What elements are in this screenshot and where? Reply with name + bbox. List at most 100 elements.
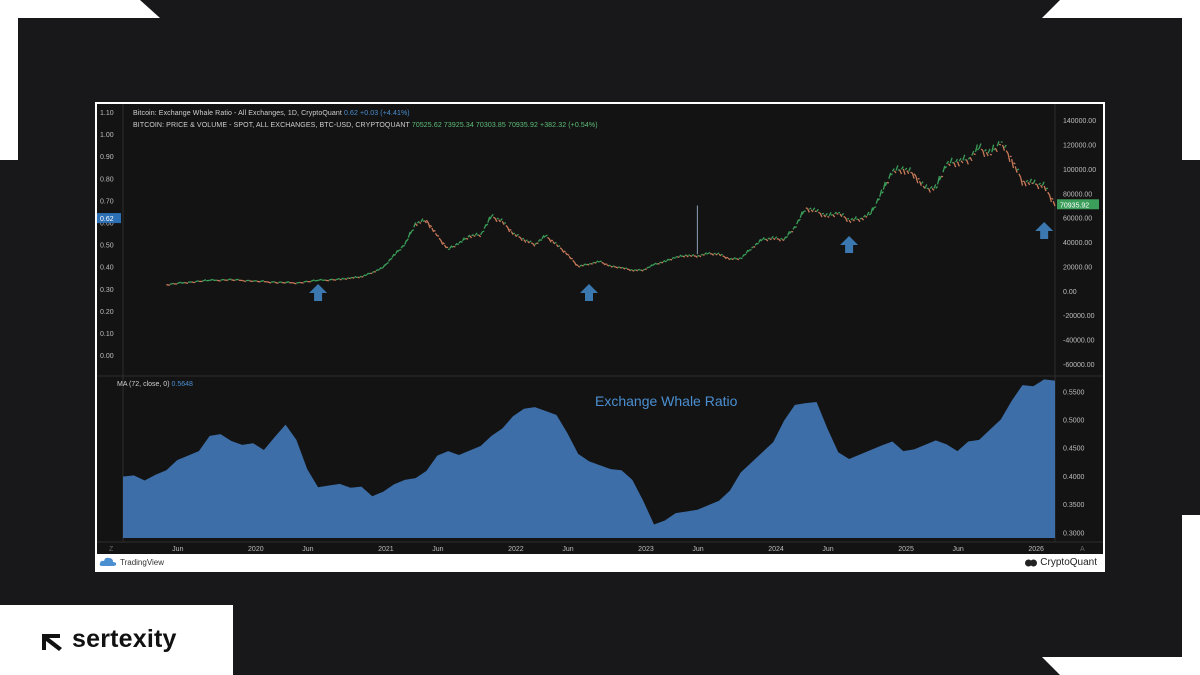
price-line-segment — [317, 278, 322, 282]
price-line-segment — [938, 175, 942, 181]
price-line-segment — [519, 237, 523, 242]
price-line-segment — [310, 279, 315, 282]
price-line-segment — [523, 239, 527, 243]
price-line-segment — [425, 219, 429, 224]
price-line-segment — [866, 211, 870, 216]
price-line-segment — [642, 268, 646, 271]
price-line-segment — [602, 262, 606, 266]
price-line-segment — [1001, 144, 1006, 151]
price-line-segment — [530, 242, 534, 245]
price-line-segment — [715, 253, 718, 256]
price-line-segment — [985, 151, 989, 157]
price-line-segment — [184, 282, 189, 284]
price-line-segment — [458, 240, 462, 244]
price-line-segment — [379, 267, 382, 270]
x-axis-tick: Jun — [822, 546, 833, 553]
price-line-segment — [745, 249, 749, 254]
price-line-segment — [346, 277, 350, 280]
price-line-segment — [865, 215, 868, 218]
cryptoquant-logo-icon — [1025, 559, 1038, 566]
price-line-segment — [274, 281, 279, 284]
price-line-segment — [579, 264, 583, 267]
price-line-segment — [541, 234, 545, 240]
price-line-segment — [451, 245, 454, 248]
price-line-segment — [633, 269, 637, 271]
legend-line-2-ohlc: 70525.62 73925.34 70303.85 70935.92 — [411, 122, 538, 129]
price-line-segment — [789, 231, 792, 234]
price-line-segment — [780, 237, 783, 240]
price-line-segment — [606, 264, 610, 267]
price-line-segment — [651, 264, 655, 267]
right-axis-tick: 20000.00 — [1063, 264, 1092, 271]
price-line-segment — [978, 143, 982, 149]
tradingview-label: TradingView — [120, 557, 165, 567]
price-line-segment — [518, 235, 521, 239]
price-line-segment — [799, 211, 803, 218]
price-line-segment — [933, 184, 937, 189]
cryptoquant-label: CryptoQuant — [1040, 557, 1097, 568]
price-line-segment — [976, 147, 980, 151]
price-line-segment — [839, 213, 843, 218]
price-line-segment — [570, 257, 573, 260]
price-line-segment — [675, 255, 678, 258]
price-line-segment — [641, 269, 644, 272]
price-line-segment — [249, 280, 254, 283]
price-line-segment — [461, 237, 465, 242]
price-line-segment — [548, 238, 552, 243]
price-line-segment — [882, 181, 886, 190]
legend-line-1: Bitcoin: Exchange Whale Ratio - All Exch… — [133, 110, 410, 117]
price-line-segment — [422, 220, 425, 222]
price-line-segment — [913, 173, 917, 177]
legend-line-1-prefix: Bitcoin: Exchange Whale Ratio - All Exch… — [133, 110, 342, 117]
price-line-segment — [395, 249, 399, 254]
price-line-segment — [480, 231, 483, 236]
left-axis-tick: 0.20 — [100, 309, 114, 316]
price-line-segment — [774, 236, 778, 240]
price-line-segment — [655, 262, 658, 265]
left-axis-tick: 0.50 — [100, 243, 114, 250]
right-axis-tick: -20000.00 — [1063, 313, 1095, 320]
price-line-segment — [769, 238, 772, 241]
price-line-segment — [881, 191, 884, 194]
price-line-segment — [754, 242, 758, 246]
price-line-segment — [827, 215, 830, 218]
bottom-axis-tick: 0.5000 — [1063, 418, 1085, 425]
price-line-segment — [794, 226, 797, 229]
price-line-segment — [227, 278, 232, 281]
left-axis-tick: 1.00 — [100, 132, 114, 139]
tradingview-brand[interactable]: TradingView — [99, 557, 164, 567]
price-line-segment — [285, 281, 290, 284]
sertexity-logo-icon — [42, 634, 62, 651]
price-line-segment — [242, 279, 247, 283]
price-line-segment — [453, 245, 456, 248]
price-line-segment — [438, 237, 442, 241]
left-axis-tick: 0.70 — [100, 198, 114, 205]
price-line-segment — [368, 272, 371, 275]
price-line-segment — [982, 150, 986, 158]
price-line-segment — [1016, 168, 1020, 171]
price-line-segment — [465, 237, 469, 240]
price-line-segment — [996, 141, 1000, 147]
price-line-segment — [1051, 197, 1054, 200]
price-line-segment — [1013, 162, 1016, 165]
price-line-segment — [449, 245, 453, 249]
price-line-segment — [381, 267, 384, 270]
price-line-segment — [303, 280, 308, 283]
cryptoquant-brand[interactable]: CryptoQuant — [1025, 557, 1097, 568]
price-line-segment — [729, 257, 732, 260]
price-line-segment — [371, 271, 375, 274]
price-line-segment — [577, 265, 581, 268]
sertexity-logo-box: sertexity — [0, 605, 233, 675]
price-line-segment — [785, 236, 788, 239]
price-line-segment — [830, 214, 834, 216]
price-line-segment — [946, 160, 949, 165]
price-line-segment — [498, 219, 502, 223]
chart-footer: TradingView CryptoQuant — [95, 554, 1105, 572]
left-axis-tick: 1.10 — [100, 110, 114, 117]
price-line-segment — [958, 157, 962, 162]
price-line-segment — [723, 256, 727, 260]
price-line-segment — [413, 222, 417, 228]
price-line-segment — [1005, 150, 1009, 154]
price-line-segment — [761, 236, 765, 241]
